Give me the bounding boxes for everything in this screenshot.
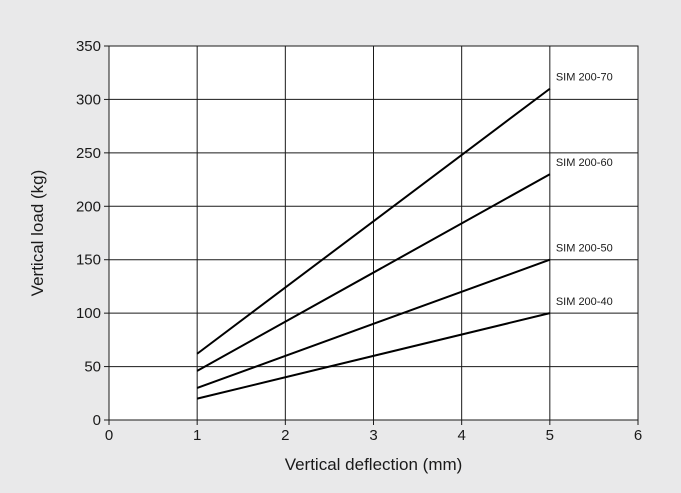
series-line-sim-200-70	[196, 87, 551, 355]
series-line-sim-200-40	[196, 312, 551, 400]
series-label-sim-200-50: SIM 200-50	[556, 243, 613, 255]
series-label-sim-200-60: SIM 200-60	[556, 157, 613, 169]
series-label-sim-200-40: SIM 200-40	[556, 296, 613, 308]
y-tick-label-200: 200	[76, 198, 101, 215]
x-tick-label-4: 4	[457, 427, 465, 444]
x-tick-label-6: 6	[634, 427, 642, 444]
series-line-sim-200-50	[196, 258, 551, 389]
y-tick-label-0: 0	[93, 412, 101, 429]
axis-ticks: 0 1 2 3 4 5 6 0 50 100 150 200 250 300 350	[76, 38, 642, 444]
series-lines: SIM 200-70 SIM 200-60 SIM 200-50 SIM 200-40	[196, 72, 613, 400]
y-tick-label-100: 100	[76, 305, 101, 322]
y-tick-label-150: 150	[76, 252, 101, 269]
series-line-sim-200-60	[196, 173, 551, 372]
y-tick-label-250: 250	[76, 145, 101, 162]
x-tick-label-5: 5	[546, 427, 554, 444]
x-tick-label-2: 2	[281, 427, 289, 444]
y-tick-label-300: 300	[76, 91, 101, 108]
x-axis-title: Vertical deflection (mm)	[285, 455, 463, 474]
y-axis-title: Vertical load (kg)	[28, 170, 47, 297]
x-tick-label-1: 1	[193, 427, 201, 444]
series-label-sim-200-70: SIM 200-70	[556, 72, 613, 84]
x-tick-label-3: 3	[369, 427, 377, 444]
x-tick-label-0: 0	[105, 427, 113, 444]
y-tick-label-50: 50	[84, 359, 101, 376]
y-tick-label-350: 350	[76, 38, 101, 55]
